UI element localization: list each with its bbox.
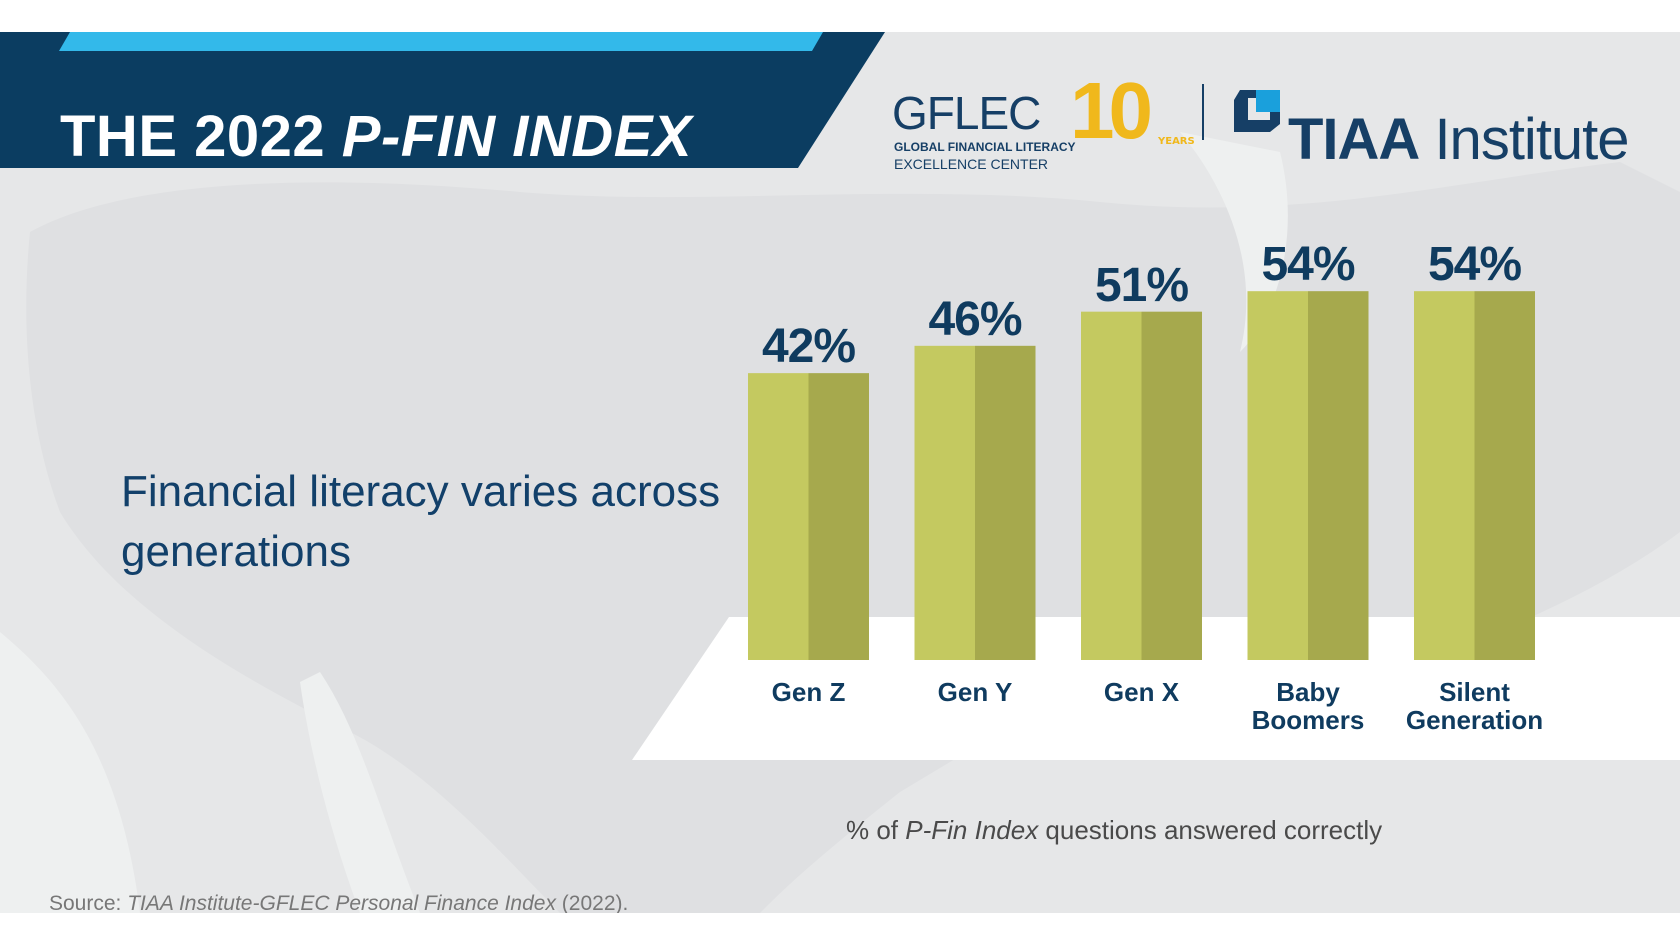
title-banner bbox=[0, 32, 885, 168]
gflec-line1: GLOBAL FINANCIAL LITERACY bbox=[894, 140, 1076, 154]
bar-baby-boomers bbox=[1247, 291, 1369, 660]
bar-face bbox=[1414, 291, 1475, 660]
ten-years-logo: 10 YEARS bbox=[1070, 66, 1200, 176]
ten-years-number: 10 bbox=[1070, 66, 1153, 155]
tiaa-institute-logo: TIAA Institute bbox=[1288, 107, 1630, 172]
page-title: THE 2022 P-FIN INDEX bbox=[60, 104, 692, 170]
bar-shade bbox=[975, 345, 1036, 660]
category-label: Baby Boomers bbox=[1228, 678, 1388, 734]
banner-shape bbox=[0, 32, 885, 168]
bar-gen-y bbox=[914, 345, 1036, 660]
category-label: Silent Generation bbox=[1395, 678, 1555, 734]
xlabel-suffix: questions answered correctly bbox=[1038, 815, 1383, 845]
bar-face bbox=[1081, 311, 1142, 660]
tiaa-icon bbox=[1234, 90, 1280, 132]
banner-accent-stripe bbox=[59, 32, 823, 51]
gflec-line2: EXCELLENCE CENTER bbox=[894, 156, 1049, 172]
bar-silent-generation bbox=[1414, 291, 1535, 660]
category-label-line: Generation bbox=[1405, 705, 1544, 735]
x-axis-label: % of P-Fin Index questions answered corr… bbox=[846, 815, 1382, 845]
bar-shade bbox=[1141, 311, 1202, 660]
bar-shade bbox=[808, 373, 869, 660]
data-label: 46% bbox=[928, 292, 1022, 346]
bar-face bbox=[1247, 291, 1308, 660]
bar-chart bbox=[748, 291, 1535, 660]
source-italic: TIAA Institute-GFLEC Personal Finance In… bbox=[127, 892, 556, 913]
category-label-line: Boomers bbox=[1251, 705, 1365, 735]
bar-shade bbox=[1308, 291, 1369, 660]
data-label: 54% bbox=[1261, 238, 1355, 292]
bar-gen-x bbox=[1081, 311, 1202, 660]
title-plain: THE 2022 bbox=[60, 104, 342, 169]
data-label: 54% bbox=[1427, 238, 1522, 292]
logo-divider bbox=[1202, 84, 1204, 140]
data-label: 42% bbox=[761, 320, 856, 374]
tiaa-rest: Institute bbox=[1419, 107, 1629, 172]
category-label: Gen Y bbox=[895, 678, 1055, 706]
source-note: Source: TIAA Institute-GFLEC Personal Fi… bbox=[49, 892, 628, 913]
category-label-line: Silent bbox=[1439, 677, 1510, 707]
source-suffix: (2022). bbox=[555, 892, 629, 913]
infographic: THE 2022 P-FIN INDEX GFLEC GLOBAL FINANC… bbox=[0, 32, 1680, 913]
subtitle: Financial literacy varies across generat… bbox=[121, 467, 721, 576]
category-label: Gen X bbox=[1062, 678, 1222, 706]
category-label-line: Gen Y bbox=[937, 677, 1013, 707]
gflec-logo: GFLEC bbox=[892, 87, 1041, 139]
source-prefix: Source: bbox=[49, 892, 128, 913]
title-italic: P-FIN INDEX bbox=[341, 104, 693, 169]
xlabel-italic: P-Fin Index bbox=[905, 815, 1039, 845]
category-label-line: Baby bbox=[1276, 677, 1340, 707]
bar-gen-z bbox=[748, 373, 869, 660]
bar-face bbox=[914, 345, 975, 660]
bar-shade bbox=[1474, 291, 1535, 660]
ten-years-sub: YEARS bbox=[1158, 136, 1195, 147]
xlabel-prefix: % of bbox=[846, 815, 906, 845]
category-label-line: Gen Z bbox=[771, 677, 846, 707]
bar-face bbox=[748, 373, 809, 660]
category-label: Gen Z bbox=[729, 678, 889, 706]
category-label-line: Gen X bbox=[1103, 677, 1180, 707]
tiaa-bold: TIAA bbox=[1288, 107, 1420, 172]
data-label: 51% bbox=[1094, 258, 1189, 312]
